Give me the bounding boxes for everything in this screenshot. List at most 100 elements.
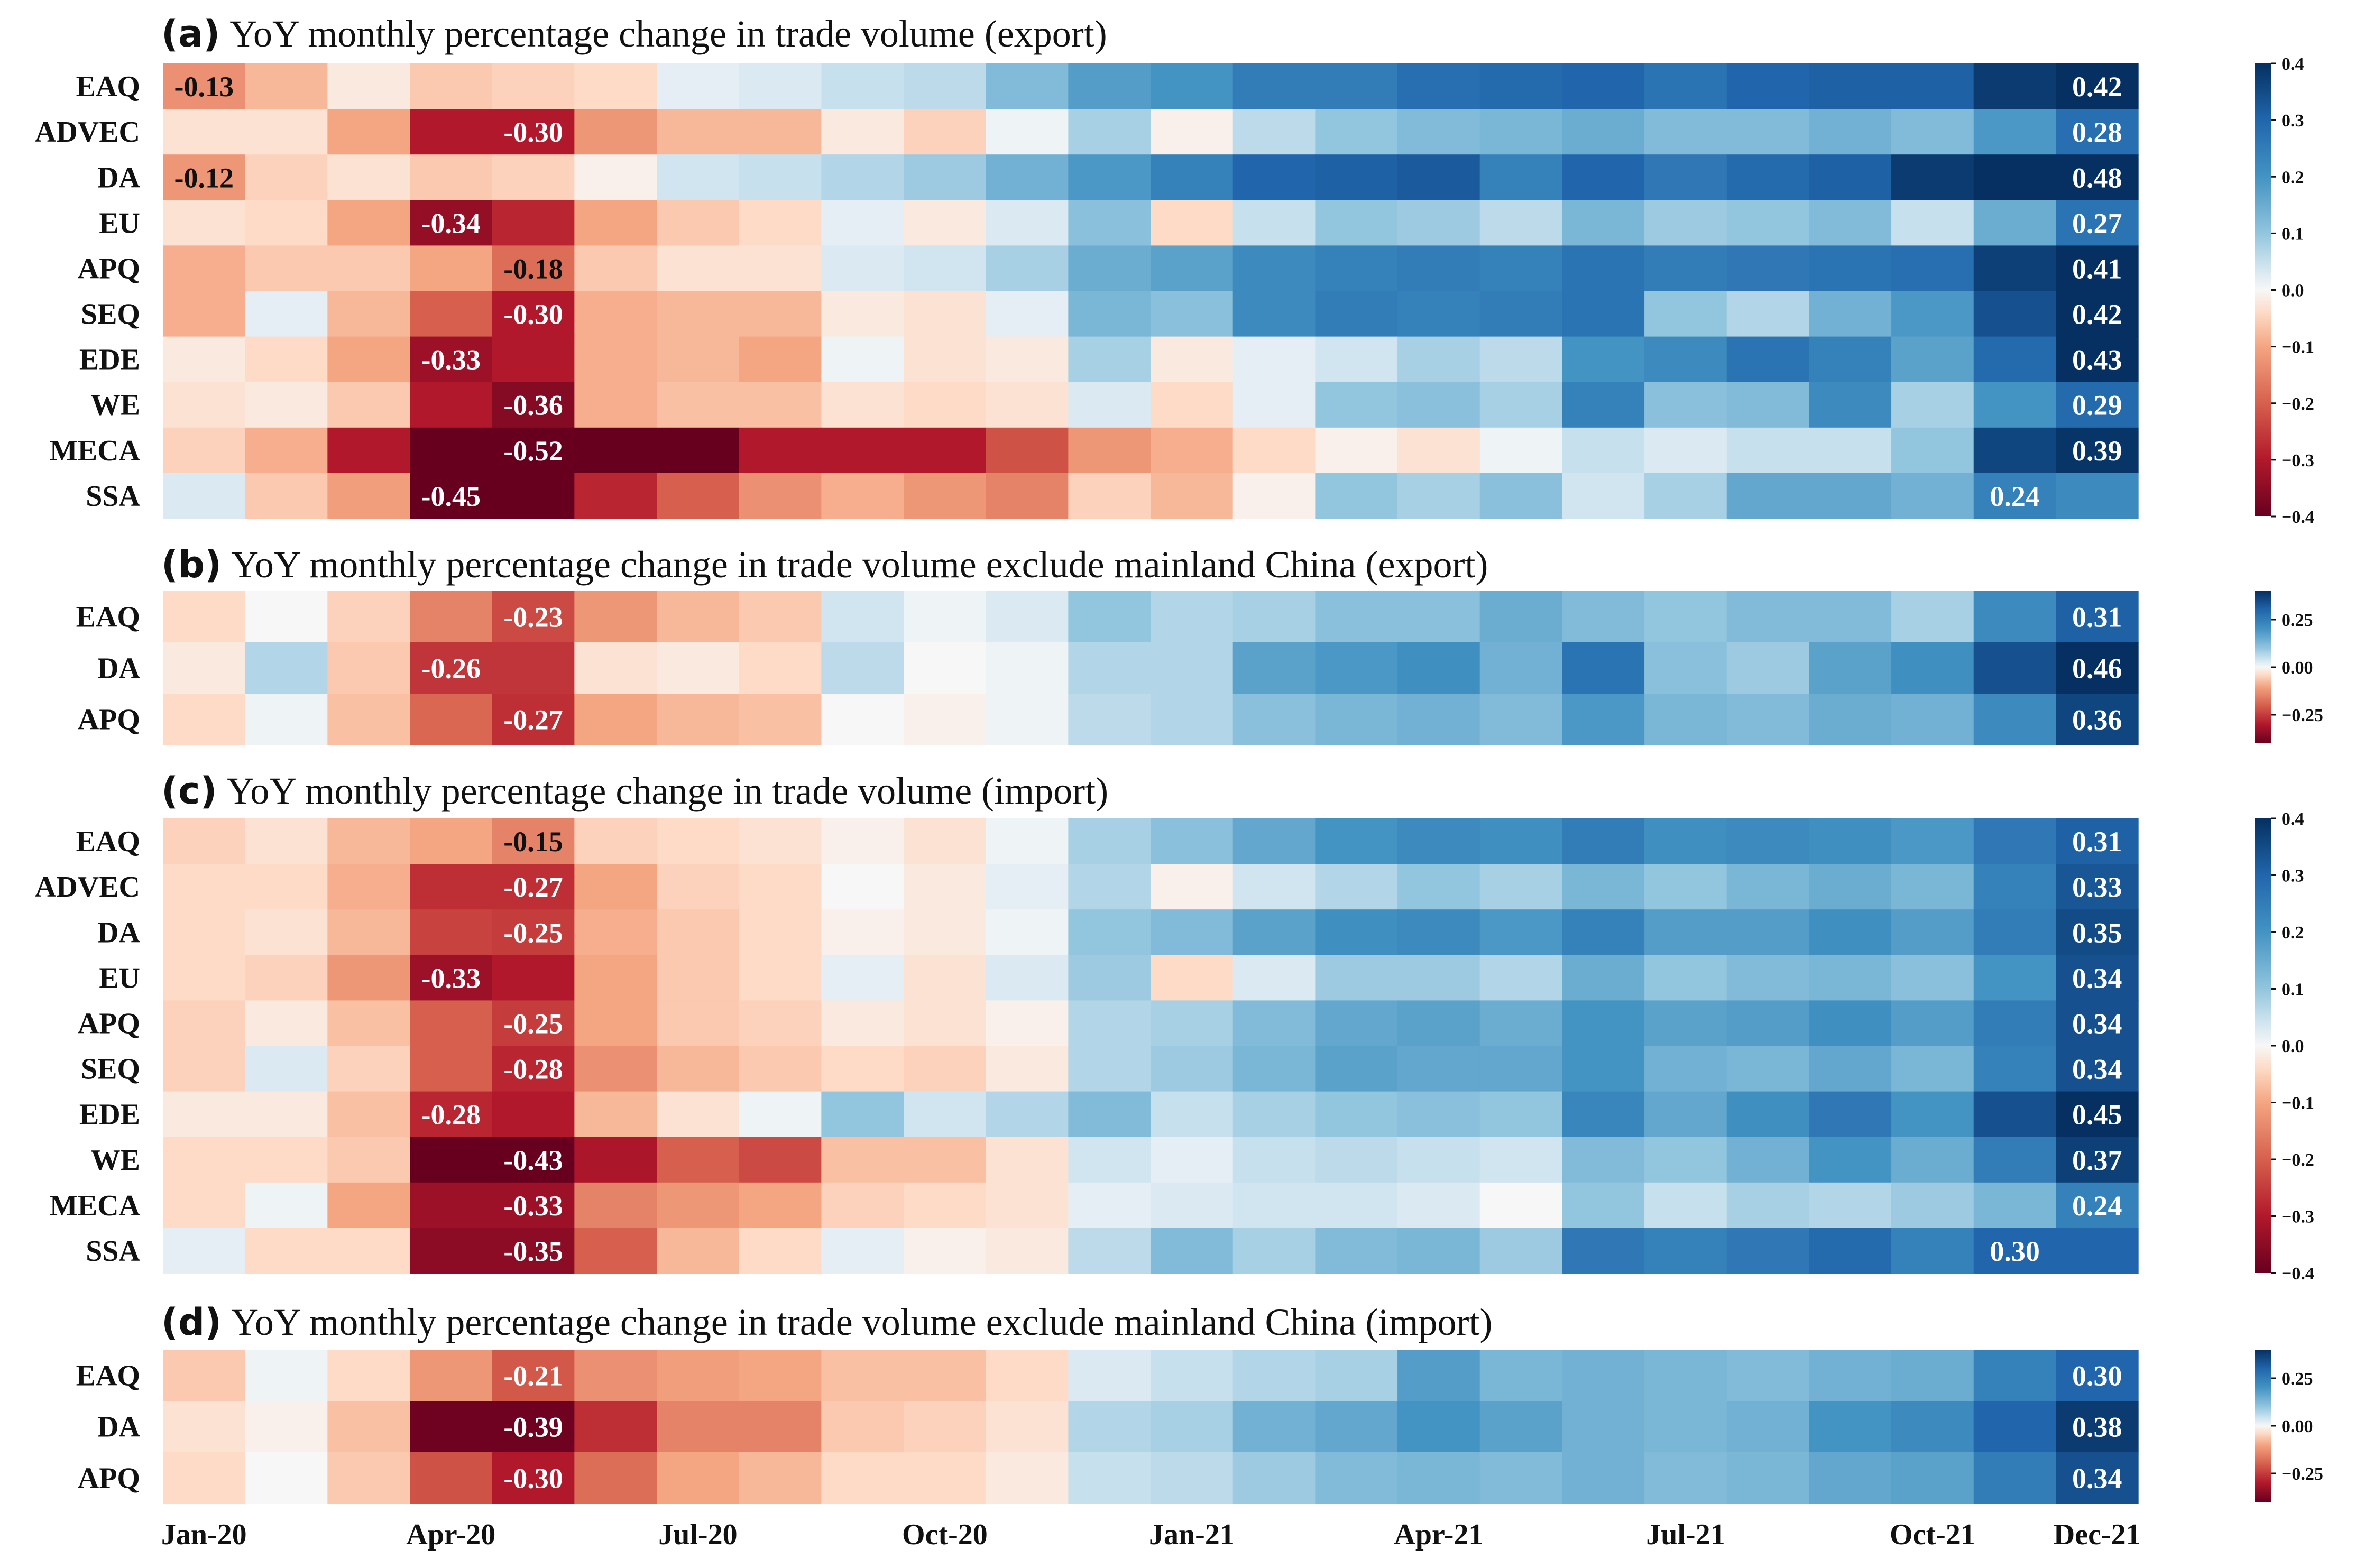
heatmap-cell: [821, 245, 904, 292]
heatmap-cell: [821, 1091, 904, 1138]
heatmap-cell: [163, 154, 246, 200]
colorbar-tick-label: 0.2: [2282, 923, 2304, 943]
heatmap-cell: [574, 1046, 657, 1092]
row-label: EAQ: [76, 1360, 140, 1392]
heatmap-cell: [1562, 591, 1645, 643]
heatmap-cell: [739, 1000, 822, 1047]
heatmap-cell: [245, 382, 328, 428]
heatmap-cell: [986, 473, 1069, 519]
heatmap-cell: [1726, 955, 1809, 1001]
row-label: APQ: [78, 704, 140, 736]
heatmap-cell: [1232, 591, 1316, 643]
heatmap-cell: [1068, 1350, 1151, 1401]
heatmap-cell: [163, 864, 246, 910]
heatmap-cell: [574, 291, 657, 337]
heatmap-cell: [492, 200, 575, 246]
heatmap-cell: [1068, 1137, 1151, 1183]
panel-letter: (a): [161, 12, 220, 56]
heatmap-cell: [1397, 200, 1480, 246]
heatmap-cell: [1726, 1137, 1809, 1183]
heatmap-cell: [492, 109, 575, 155]
heatmap-cell: [904, 864, 987, 910]
cell-value-label: 0.46: [2072, 653, 2122, 685]
heatmap-cell: [410, 473, 493, 519]
heatmap-cell: [657, 694, 740, 745]
heatmap-cell: [821, 1452, 904, 1504]
heatmap-cell: [327, 291, 410, 337]
heatmap-cell: [1973, 955, 2057, 1001]
cell-value-label: -0.30: [503, 1463, 563, 1495]
heatmap-cell: [904, 1000, 987, 1047]
heatmap-cell: [574, 909, 657, 955]
heatmap-cell: [657, 1091, 740, 1138]
heatmap-cell: [492, 473, 575, 519]
heatmap-cell: [821, 109, 904, 155]
colorbar-tick-label: 0.0: [2282, 281, 2304, 301]
heatmap-cell: [245, 109, 328, 155]
heatmap-cell: [1068, 336, 1151, 383]
heatmap-cell: [1068, 864, 1151, 910]
heatmap-cell: [1644, 154, 1727, 200]
panel-d: (d) YoY monthly percentage change in trad…: [76, 1300, 2323, 1504]
cell-value-label: -0.12: [174, 162, 234, 193]
heatmap-cell: [1068, 1401, 1151, 1453]
heatmap-cell: [904, 200, 987, 246]
row-label: SSA: [86, 480, 140, 513]
heatmap-cell: [163, 818, 246, 864]
heatmap-cell: [1809, 200, 1892, 246]
heatmap-cell: [1562, 1182, 1645, 1229]
heatmap-cell: [1891, 955, 1974, 1001]
heatmap-cell: [1315, 1091, 1398, 1138]
heatmap-cell: [1562, 864, 1645, 910]
heatmap-cell: [2056, 1046, 2139, 1092]
panel-c: (c) YoY monthly percentage change in trad…: [35, 769, 2314, 1284]
heatmap-cell: [410, 1000, 493, 1047]
heatmap-cell: [1479, 63, 1562, 109]
heatmap-cell: [245, 1182, 328, 1229]
heatmap-cell: [1809, 63, 1892, 109]
heatmap-cell: [1973, 818, 2057, 864]
heatmap-cell: [1479, 1137, 1562, 1183]
heatmap-cell: [1562, 642, 1645, 694]
heatmap-cell: [245, 1137, 328, 1183]
heatmap-cell: [1644, 427, 1727, 474]
heatmap-cell: [739, 1228, 822, 1274]
heatmap-cell: [1479, 1046, 1562, 1092]
heatmap-cell: [1973, 1228, 2057, 1274]
heatmap-cell: [410, 909, 493, 955]
colorbar-tick-label: −0.1: [2282, 1094, 2314, 1113]
heatmap-cell: [821, 694, 904, 745]
heatmap-cell: [1151, 382, 1234, 428]
heatmap-cell: [1479, 291, 1562, 337]
heatmap-cell: [1315, 291, 1398, 337]
heatmap-cell: [1315, 955, 1398, 1001]
heatmap-cell: [657, 1182, 740, 1229]
heatmap-cell: [1397, 1000, 1480, 1047]
heatmap-cell: [904, 1452, 987, 1504]
heatmap-cell: [1562, 336, 1645, 383]
heatmap-cell: [2056, 1228, 2139, 1274]
colorbar-tick-label: −0.3: [2282, 1207, 2314, 1227]
colorbar-gradient: [2255, 591, 2271, 743]
heatmap-cells: [163, 63, 2139, 519]
heatmap-cell: [1562, 291, 1645, 337]
heatmap-cell: [1809, 864, 1892, 910]
heatmap-cell: [1891, 818, 1974, 864]
heatmap-cell: [1644, 1137, 1727, 1183]
row-label: EDE: [79, 1099, 140, 1131]
panel-title: (d) YoY monthly percentage change in trad…: [161, 1300, 1492, 1344]
heatmap-cell: [657, 955, 740, 1001]
heatmap-cell: [2056, 818, 2139, 864]
panel-a: (a) YoY monthly percentage change in trad…: [35, 12, 2314, 527]
heatmap-cell: [739, 245, 822, 292]
heatmap-cell: [327, 427, 410, 474]
heatmap-cell: [657, 1401, 740, 1453]
cell-value-label: 0.29: [2072, 390, 2122, 421]
heatmap-cell: [1726, 1228, 1809, 1274]
heatmap-cell: [1397, 109, 1480, 155]
cell-value-label: 0.34: [2072, 1054, 2122, 1085]
heatmap-cell: [1479, 909, 1562, 955]
heatmap-cell: [1315, 1046, 1398, 1092]
heatmap-cell: [739, 291, 822, 337]
heatmap-cell: [657, 1137, 740, 1183]
